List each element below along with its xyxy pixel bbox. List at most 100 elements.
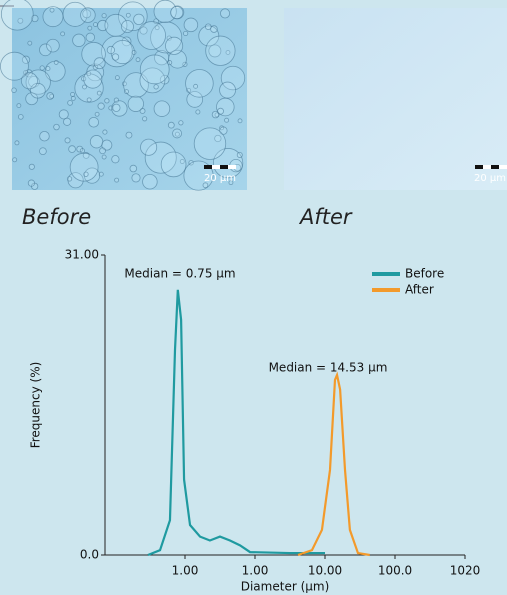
droplet [96, 90, 102, 96]
droplet [137, 21, 166, 50]
droplet [174, 131, 180, 137]
droplet [16, 103, 22, 109]
scale-label: 20 µm [474, 173, 506, 184]
droplet [58, 109, 69, 120]
droplet [112, 103, 121, 112]
droplet [224, 117, 230, 123]
droplet [44, 60, 66, 82]
x-tick-label: 10.00 [308, 564, 342, 578]
droplet [216, 97, 235, 117]
droplet [86, 71, 92, 77]
droplet [12, 157, 18, 163]
droplet [39, 147, 47, 156]
droplet [129, 164, 138, 173]
droplet [27, 40, 33, 46]
droplet [110, 39, 135, 65]
droplet [125, 12, 131, 18]
droplet [28, 163, 35, 170]
droplet [76, 145, 84, 153]
droplet [104, 13, 128, 37]
droplet [142, 116, 148, 122]
droplet [64, 137, 71, 144]
droplet [220, 65, 246, 91]
droplet [204, 23, 212, 30]
droplet [39, 43, 52, 57]
series-line [297, 371, 370, 557]
droplet [205, 35, 236, 66]
droplet [79, 148, 85, 154]
x-tick-label: 1020 [450, 564, 481, 578]
droplet [172, 128, 182, 139]
droplet [86, 97, 92, 103]
droplet [118, 1, 148, 32]
droplet [220, 8, 231, 19]
droplet [81, 41, 106, 67]
droplet [153, 84, 159, 90]
droplet [83, 171, 89, 177]
droplet [183, 30, 189, 37]
droplet [87, 25, 93, 31]
droplet [111, 53, 120, 61]
droplet [53, 123, 60, 131]
droplet [214, 134, 222, 143]
x-axis-label: Diameter (µm) [241, 580, 330, 594]
droplet [101, 154, 107, 160]
droplet [102, 129, 108, 135]
droplet [154, 25, 160, 31]
droplet [20, 72, 38, 90]
droplet [104, 98, 110, 104]
droplet [133, 13, 145, 26]
droplet [193, 83, 199, 89]
droplet [80, 7, 96, 23]
droplet [94, 111, 100, 117]
droplet [125, 131, 133, 139]
droplet [93, 22, 98, 27]
droplet [167, 121, 175, 129]
series-line [147, 289, 325, 557]
droplet [144, 141, 177, 174]
droplet [131, 50, 137, 55]
droplet [46, 38, 60, 53]
droplet [46, 92, 54, 100]
droplet [27, 179, 36, 187]
droplet [202, 182, 209, 189]
droplet [18, 114, 24, 120]
droplet [88, 116, 99, 128]
x-tick-label: 1.00 [172, 564, 199, 578]
droplet [72, 33, 86, 47]
droplet [68, 145, 76, 153]
droplet [114, 75, 120, 81]
droplet [85, 32, 96, 43]
droplet [83, 69, 103, 89]
droplet [39, 65, 45, 71]
droplet [185, 69, 214, 98]
droplet [165, 36, 184, 55]
y-tick-label: 31.00 [65, 248, 99, 262]
droplet [70, 96, 76, 101]
droplet [53, 60, 59, 65]
droplet [42, 6, 64, 28]
droplet [237, 118, 243, 124]
legend-label: After [405, 283, 434, 297]
droplet [66, 176, 73, 182]
droplet [14, 140, 20, 146]
droplet [99, 147, 106, 155]
droplet [135, 57, 141, 63]
droplet [121, 20, 134, 34]
droplet [208, 44, 222, 58]
droplet [225, 50, 231, 55]
droplet [228, 180, 234, 186]
droplet [193, 127, 227, 160]
droplet [170, 6, 184, 20]
droplet [142, 174, 158, 190]
droplet [217, 107, 224, 115]
y-tick-label: 0.0 [80, 548, 99, 562]
droplet [236, 151, 243, 158]
droplet [69, 152, 99, 182]
droplet [210, 25, 218, 33]
droplet [98, 171, 104, 177]
droplet [153, 100, 171, 117]
droplet [123, 72, 149, 98]
before-image [0, 0, 247, 191]
